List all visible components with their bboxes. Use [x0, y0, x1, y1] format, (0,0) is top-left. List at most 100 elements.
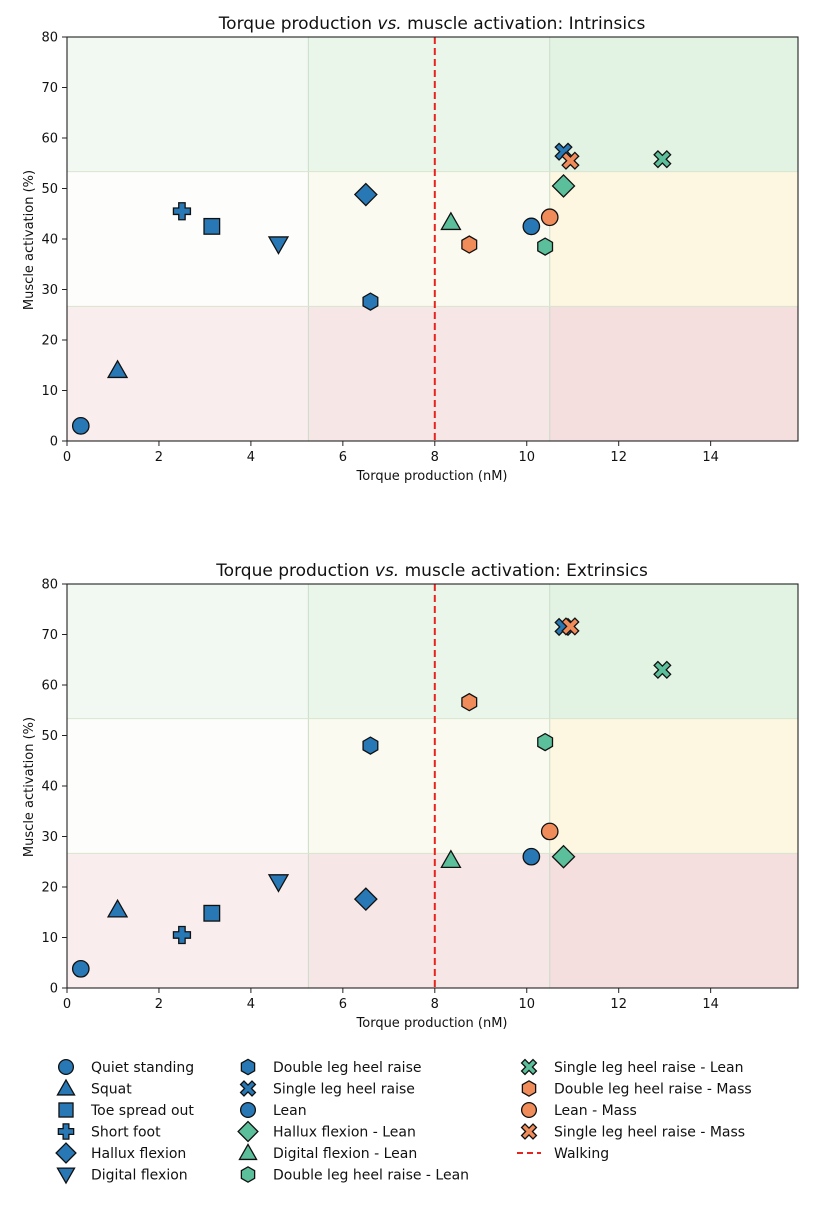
legend-swatch: [57, 1058, 75, 1076]
point-hallux-flexion: [353, 887, 378, 912]
point-single-leg-heel-raise-mass: [561, 617, 580, 636]
legend-label: Hallux flexion - Lean: [273, 1125, 416, 1141]
x-tick-label: 8: [431, 997, 439, 1012]
zone: [549, 171, 798, 307]
x-axis-label: Torque production (nM): [356, 469, 508, 484]
x-tick-label: 12: [610, 997, 627, 1012]
legend-swatch: [237, 1120, 259, 1143]
point-double-leg-heel-raise: [362, 736, 379, 755]
y-tick-label: 60: [41, 679, 58, 694]
legend-item-toe-spread-out: Toe spread out: [58, 1102, 194, 1119]
background-zones: [67, 37, 798, 441]
y-tick-label: 10: [41, 384, 58, 399]
y-tick-label: 50: [41, 182, 58, 197]
x-tick-label: 6: [339, 450, 347, 465]
y-axis-label: Muscle activation (%): [22, 170, 37, 310]
legend-label: Hallux flexion: [91, 1146, 186, 1162]
point-hallux-flexion-lean: [551, 844, 576, 869]
legend-swatch: [238, 1143, 258, 1161]
chart-extrinsics: Torque production vs. muscle activation:…: [22, 561, 799, 1031]
zone: [308, 171, 550, 307]
legend-item-walking: Walking: [517, 1146, 609, 1162]
legend-label: Lean: [273, 1103, 307, 1119]
point-short-foot: [172, 925, 192, 945]
legend-label: Digital flexion - Lean: [273, 1146, 417, 1162]
point-digital-flexion: [267, 236, 290, 255]
point-hallux-flexion: [353, 182, 378, 207]
chart-title: Torque production vs. muscle activation:…: [218, 14, 646, 34]
point-double-leg-heel-raise: [362, 292, 379, 311]
zone: [549, 37, 798, 172]
data-points: [71, 142, 672, 435]
legend-item-short-foot: Short foot: [57, 1123, 161, 1141]
zone: [549, 306, 798, 441]
x-tick-label: 2: [155, 450, 163, 465]
legend-item-single-leg-heel-raise: Single leg heel raise: [239, 1080, 415, 1098]
point-double-leg-heel-raise-lean: [537, 732, 554, 752]
y-tick-label: 30: [41, 830, 58, 845]
legend-item-quiet-standing: Quiet standing: [57, 1058, 194, 1076]
y-tick-label: 20: [41, 334, 58, 349]
point-digital-flexion: [267, 874, 290, 893]
zone: [549, 584, 798, 719]
x-tick-label: 6: [339, 997, 347, 1012]
point-lean: [522, 847, 541, 866]
legend-swatch: [240, 1166, 256, 1183]
zone: [67, 306, 309, 441]
y-axis-label: Muscle activation (%): [22, 717, 37, 857]
legend-swatch: [58, 1102, 74, 1118]
x-tick-label: 0: [63, 450, 71, 465]
point-lean: [522, 217, 541, 236]
legend-label: Lean - Mass: [554, 1103, 637, 1119]
legend-label: Double leg heel raise - Mass: [554, 1082, 752, 1098]
legend-item-double-leg-heel-raise: Double leg heel raise: [240, 1058, 421, 1076]
x-tick-label: 14: [702, 450, 719, 465]
legend-item-hallux-flexion: Hallux flexion: [55, 1142, 186, 1164]
chart-intrinsics: Torque production vs. muscle activation:…: [22, 14, 799, 484]
legend-item-single-leg-heel-raise-lean: Single leg heel raise - Lean: [520, 1058, 743, 1076]
legend-item-hallux-flexion-lean: Hallux flexion - Lean: [237, 1120, 416, 1143]
zone: [308, 584, 550, 719]
x-tick-label: 10: [518, 997, 535, 1012]
legend: Quiet standing Squat Toe spread out Short f…: [55, 1058, 752, 1185]
legend-swatch: [521, 1080, 537, 1097]
zone: [308, 306, 550, 441]
point-toe-spread-out: [203, 904, 221, 922]
legend-label: Double leg heel raise - Lean: [273, 1168, 469, 1184]
zone: [308, 718, 550, 854]
legend-item-double-leg-heel-raise-lean: Double leg heel raise - Lean: [240, 1166, 469, 1184]
y-tick-label: 80: [41, 578, 58, 593]
legend-swatch: [520, 1058, 538, 1076]
zone: [67, 171, 309, 307]
legend-label: Walking: [554, 1146, 609, 1162]
point-double-leg-heel-raise-mass: [461, 235, 478, 254]
point-lean-mass: [540, 822, 559, 841]
legend-item-double-leg-heel-raise-mass: Double leg heel raise - Mass: [521, 1080, 752, 1098]
legend-label: Squat: [91, 1082, 132, 1098]
data-points: [71, 617, 672, 978]
x-tick-label: 2: [155, 997, 163, 1012]
legend-swatch: [55, 1142, 77, 1164]
y-tick-label: 50: [41, 729, 58, 744]
point-squat: [106, 359, 129, 379]
zone: [67, 584, 309, 719]
point-lean-mass: [540, 208, 559, 227]
point-hallux-flexion-lean: [551, 174, 576, 198]
legend-swatch: [239, 1101, 257, 1119]
legend-swatch: [239, 1080, 257, 1097]
legend-item-single-leg-heel-raise-mass: Single leg heel raise - Mass: [520, 1123, 745, 1141]
x-axis-label: Torque production (nM): [356, 1016, 508, 1031]
zone: [308, 853, 550, 988]
x-tick-label: 4: [247, 450, 255, 465]
legend-swatch: [56, 1167, 76, 1185]
x-tick-label: 0: [63, 997, 71, 1012]
y-tick-label: 80: [41, 31, 58, 46]
point-single-leg-heel-raise-mass: [561, 151, 580, 170]
zone: [67, 853, 309, 988]
legend-label: Single leg heel raise - Lean: [554, 1060, 743, 1076]
zone: [549, 718, 798, 854]
y-tick-label: 20: [41, 881, 58, 896]
y-tick-label: 70: [41, 81, 58, 96]
point-toe-spread-out: [203, 217, 221, 235]
legend-label: Single leg heel raise - Mass: [554, 1125, 745, 1141]
